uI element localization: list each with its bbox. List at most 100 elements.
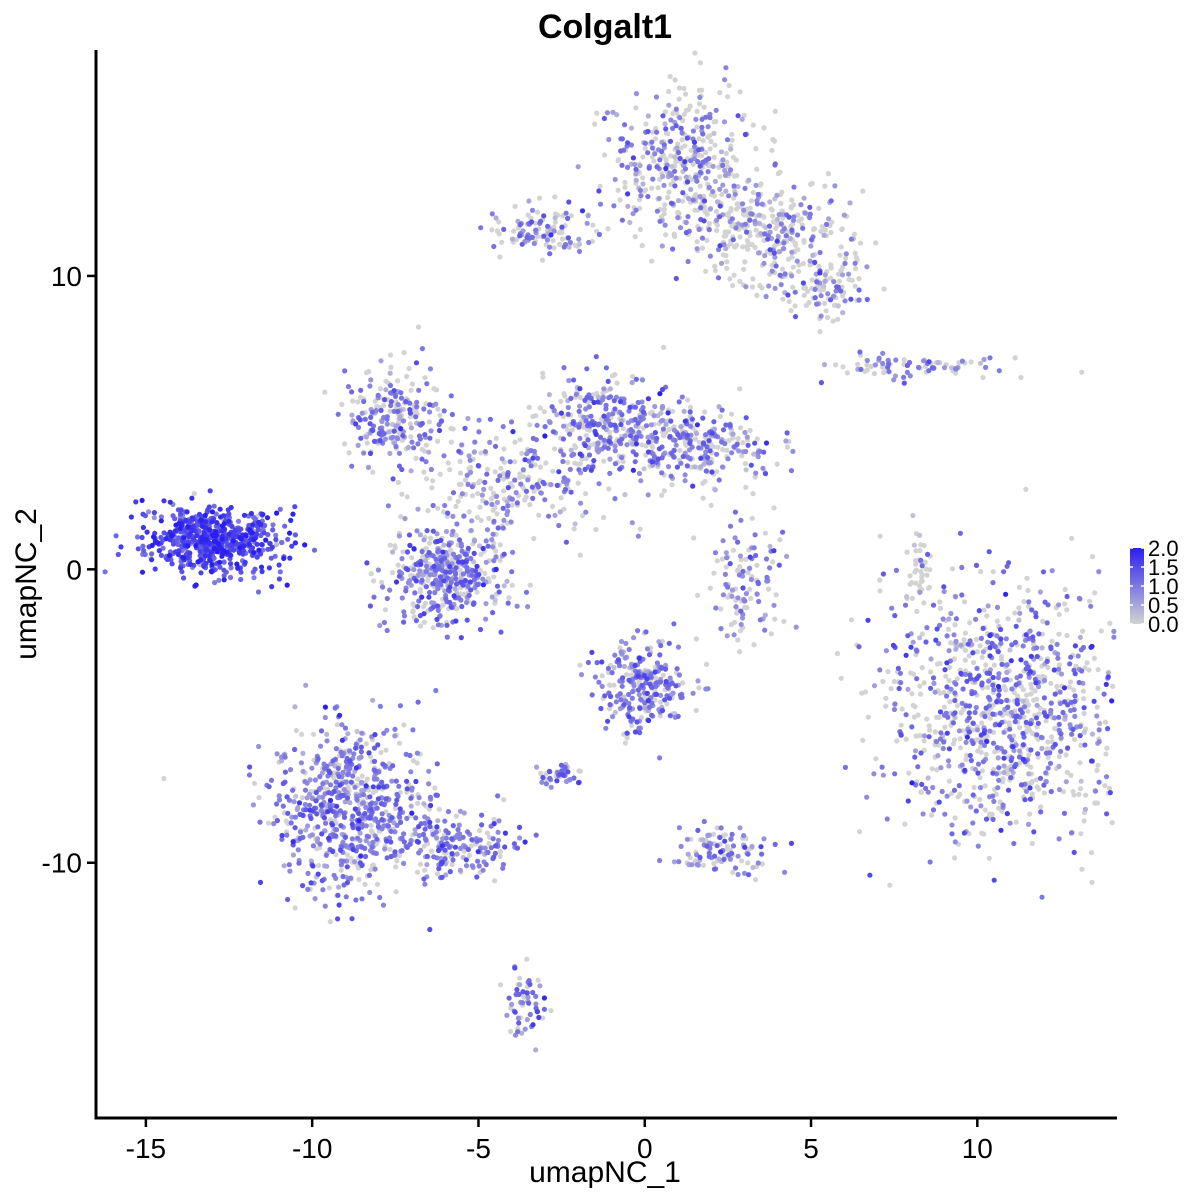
cell-point (651, 413, 657, 419)
cell-point (469, 572, 475, 579)
cell-point (459, 442, 465, 448)
cell-point (749, 843, 755, 850)
cell-point (457, 567, 463, 573)
cell-point (455, 827, 461, 833)
cell-point (350, 398, 356, 404)
cell-point (843, 255, 849, 261)
cell-point (284, 794, 290, 800)
cell-point (526, 1000, 532, 1006)
cell-point (485, 849, 491, 856)
cell-point (965, 641, 971, 647)
cell-point (303, 682, 309, 688)
cell-point (638, 478, 644, 484)
cell-point (588, 413, 594, 419)
cell-point (924, 572, 930, 578)
cell-point (497, 557, 503, 564)
cell-point (636, 725, 642, 731)
cell-point (974, 665, 980, 672)
cell-point (814, 301, 820, 307)
cell-point (696, 136, 702, 142)
cell-point (651, 158, 657, 164)
cell-point (749, 211, 755, 217)
cell-point (691, 535, 697, 541)
cell-point (663, 157, 669, 163)
cell-point (675, 644, 682, 650)
cell-point (675, 141, 681, 147)
cell-point (449, 836, 455, 842)
cell-point (511, 228, 517, 234)
cell-point (576, 408, 582, 414)
cell-point (381, 730, 387, 736)
cell-point (872, 362, 879, 368)
cell-point (589, 692, 595, 698)
cell-point (917, 635, 923, 641)
cell-point (368, 414, 374, 420)
cell-point (1004, 677, 1010, 683)
cell-point (387, 382, 394, 389)
cell-point (1072, 693, 1078, 699)
cell-point (1026, 771, 1032, 777)
cell-point (583, 509, 589, 515)
cell-point (720, 538, 726, 544)
cell-point (371, 594, 377, 600)
cell-point (320, 781, 326, 787)
cell-point (966, 729, 973, 735)
cell-point (663, 130, 669, 136)
cell-point (962, 599, 968, 605)
cell-point (191, 490, 197, 497)
cell-point (625, 203, 631, 209)
cell-point (941, 739, 947, 745)
cell-point (809, 236, 815, 243)
cell-point (1064, 607, 1070, 613)
cell-point (643, 629, 649, 635)
cell-point (444, 622, 450, 628)
cell-point (322, 903, 328, 909)
cell-point (744, 605, 750, 611)
cell-point (762, 231, 768, 237)
cell-point (426, 781, 432, 787)
cell-point (1070, 726, 1076, 733)
cell-point (370, 862, 376, 868)
cell-point (752, 244, 758, 251)
cell-point (907, 573, 913, 579)
cell-point (646, 652, 653, 658)
cell-point (649, 145, 656, 151)
cell-point (611, 665, 617, 671)
cell-point (979, 720, 985, 726)
cell-point (505, 503, 511, 509)
cell-point (290, 852, 296, 858)
cell-point (619, 454, 625, 461)
cell-point (919, 563, 925, 569)
cell-point (946, 677, 952, 684)
cell-point (720, 162, 726, 168)
cell-point (821, 362, 828, 368)
cell-point (500, 505, 506, 511)
cell-point (643, 423, 650, 429)
cell-point (1081, 818, 1087, 824)
cell-point (792, 241, 798, 247)
cell-point (692, 464, 698, 470)
cell-point (674, 464, 681, 470)
cell-point (735, 595, 741, 601)
cell-point (753, 470, 759, 476)
cell-point (864, 264, 870, 270)
cell-point (722, 77, 728, 83)
cell-point (464, 472, 470, 478)
cell-point (313, 789, 319, 796)
cell-point (1056, 763, 1062, 770)
cell-point (383, 796, 389, 802)
cell-point (293, 727, 299, 734)
cell-point (838, 675, 844, 681)
cell-point (747, 217, 753, 223)
cell-point (358, 435, 364, 441)
cell-point (292, 814, 298, 820)
cell-point (1022, 797, 1028, 803)
cell-point (383, 747, 389, 753)
cell-point (705, 124, 711, 130)
cell-point (612, 448, 618, 454)
cell-point (335, 765, 341, 772)
cell-point (979, 654, 985, 660)
cell-point (614, 380, 620, 386)
cell-point (435, 622, 441, 628)
cell-point (1077, 760, 1083, 766)
